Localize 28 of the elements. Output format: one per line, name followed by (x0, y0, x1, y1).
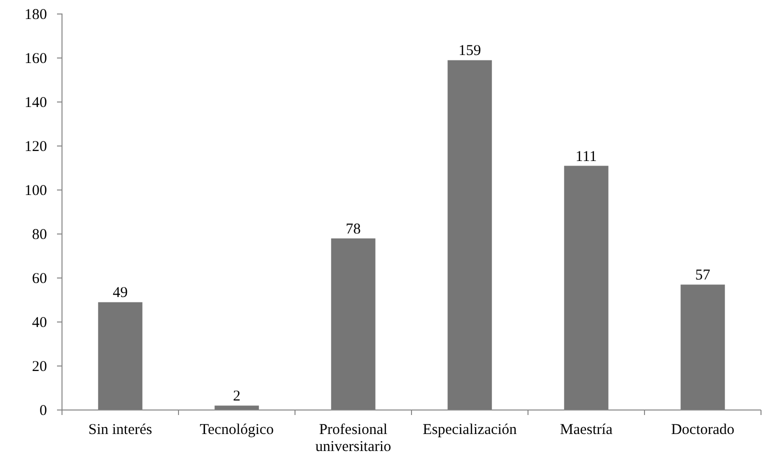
bar (680, 284, 725, 410)
data-label: 2 (233, 388, 240, 405)
y-tick-label: 0 (40, 402, 47, 419)
y-tick-label: 180 (24, 6, 47, 23)
bar (98, 302, 142, 410)
y-tick-label: 100 (24, 182, 47, 199)
data-label: 78 (346, 221, 361, 238)
x-tick-label: Especialización (422, 422, 518, 438)
y-tick-label: 20 (32, 358, 47, 375)
x-tick-label: Maestría (560, 422, 613, 438)
y-tick-label: 40 (32, 314, 47, 331)
y-tick-label: 80 (32, 226, 47, 243)
bar (564, 166, 608, 410)
y-tick-label: 120 (24, 138, 47, 155)
data-label: 159 (458, 43, 481, 60)
data-label: 49 (112, 285, 128, 302)
bar (448, 60, 492, 410)
bar (331, 238, 376, 410)
x-tick-label: Profesional universitario (315, 422, 392, 455)
x-tick-label: Doctorado (671, 422, 734, 438)
y-tick-label: 60 (32, 270, 47, 287)
x-tick-label: Tecnológico (200, 422, 274, 438)
y-tick-label: 160 (24, 50, 47, 67)
y-tick-label: 140 (24, 94, 47, 111)
x-tick-label: Sin interés (88, 422, 152, 438)
bar (214, 406, 259, 410)
data-label: 111 (576, 148, 597, 165)
data-label: 57 (695, 268, 711, 284)
